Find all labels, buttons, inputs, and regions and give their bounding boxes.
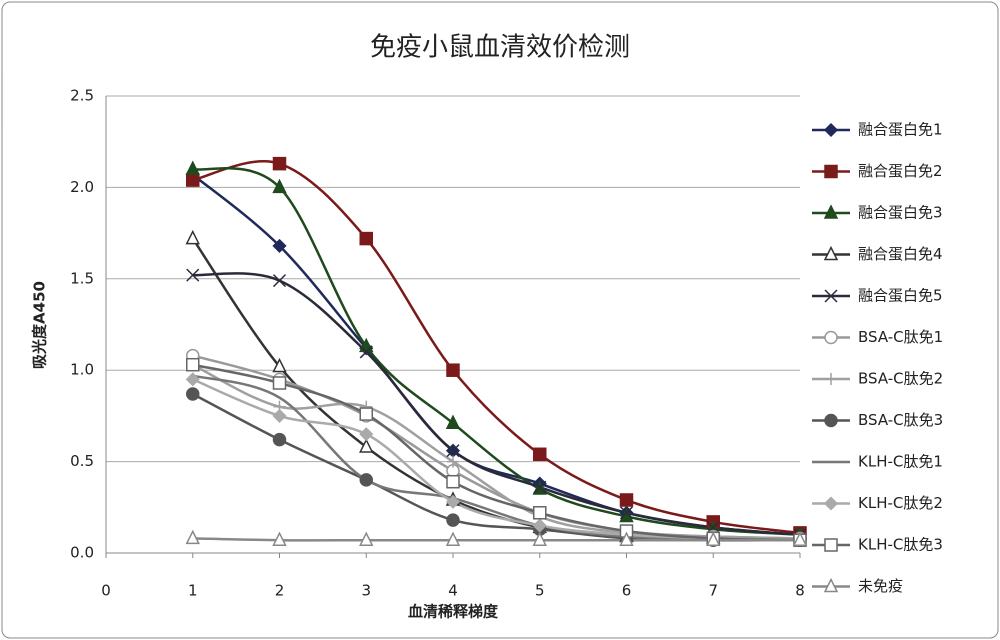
data-point — [447, 364, 459, 376]
legend-label: 融合蛋白免3 — [858, 204, 943, 222]
data-point — [187, 388, 199, 400]
chart-title: 免疫小鼠血清效价检测 — [370, 33, 630, 63]
data-point — [274, 377, 286, 389]
legend-marker — [825, 539, 837, 551]
legend-label: BSA-C肽免1 — [858, 328, 943, 346]
data-point — [447, 476, 459, 488]
x-tick-label: 2 — [275, 582, 285, 600]
y-tick-label: 0.0 — [70, 544, 94, 562]
y-axis-label: 吸光度A450 — [31, 281, 49, 369]
legend-label: KLH-C肽免2 — [858, 494, 943, 512]
chart: 免疫小鼠血清效价检测 血清稀释梯度 吸光度A450 0.0 0.5 1.0 1.5 2.… — [0, 0, 1000, 640]
legend-marker — [825, 166, 837, 178]
x-tick-label: 1 — [188, 582, 198, 600]
legend-label: BSA-C肽免2 — [858, 370, 943, 388]
legend-marker — [825, 332, 837, 344]
legend-marker — [825, 415, 837, 427]
data-point — [274, 158, 286, 170]
chart-frame — [2, 2, 998, 638]
y-tick-label: 1.0 — [70, 361, 94, 379]
data-point — [187, 359, 199, 371]
legend-label: 融合蛋白免4 — [858, 245, 943, 263]
data-point — [360, 233, 372, 245]
legend-label: 融合蛋白免1 — [858, 121, 943, 139]
x-tick-label: 8 — [795, 582, 805, 600]
legend-label: 融合蛋白免5 — [858, 287, 943, 305]
data-point — [360, 474, 372, 486]
x-tick-label: 3 — [361, 582, 371, 600]
x-axis-label: 血清稀释梯度 — [408, 603, 499, 621]
x-tick-label: 6 — [622, 582, 632, 600]
x-tick-label: 5 — [535, 582, 545, 600]
y-tick-label: 1.5 — [70, 269, 94, 287]
x-tick-label: 7 — [708, 582, 718, 600]
legend-label: KLH-C肽免1 — [858, 453, 943, 471]
legend-label: 未免疫 — [858, 577, 903, 595]
data-point — [534, 448, 546, 460]
y-tick-label: 2.0 — [70, 178, 94, 196]
legend-label: KLH-C肽免3 — [858, 536, 943, 554]
legend-label: 融合蛋白免2 — [858, 162, 943, 180]
y-tick-label: 2.5 — [70, 87, 94, 105]
x-tick-label: 0 — [101, 582, 111, 600]
data-point — [360, 408, 372, 420]
legend-label: BSA-C肽免3 — [858, 411, 943, 429]
x-tick-label: 4 — [448, 582, 458, 600]
data-point — [447, 514, 459, 526]
y-tick-label: 0.5 — [70, 452, 94, 470]
data-point — [534, 507, 546, 519]
data-point — [274, 434, 286, 446]
data-point — [187, 174, 199, 186]
data-point — [621, 494, 633, 506]
